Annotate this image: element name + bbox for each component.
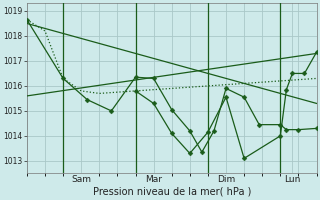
X-axis label: Pression niveau de la mer( hPa ): Pression niveau de la mer( hPa ) bbox=[92, 187, 251, 197]
